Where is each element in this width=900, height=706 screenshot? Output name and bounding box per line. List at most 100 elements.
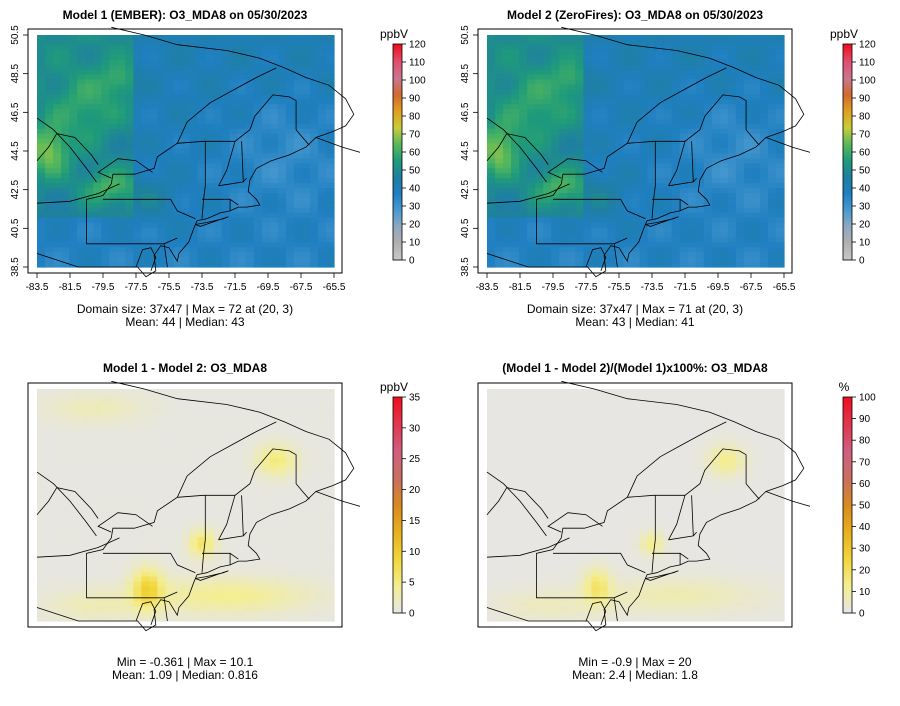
grid-cell <box>615 237 625 243</box>
grid-cell <box>309 232 319 238</box>
grid-cell <box>727 202 737 209</box>
grid-cell <box>607 64 617 71</box>
grid-cell <box>189 64 199 71</box>
state-border <box>315 137 360 153</box>
grid-cell <box>591 123 600 130</box>
grid-cell <box>53 247 62 253</box>
state-border <box>553 198 646 220</box>
grid-cell <box>237 487 247 494</box>
grid-cell <box>173 242 183 248</box>
grid-cell <box>317 497 327 504</box>
grid-cell <box>133 64 142 71</box>
grid-cell <box>205 237 215 243</box>
grid-cell <box>93 212 102 219</box>
grid-cell <box>607 118 617 125</box>
grid-cell <box>495 192 504 199</box>
grid-cell <box>301 463 311 469</box>
grid-cell <box>133 99 142 105</box>
grid-cell <box>647 104 657 110</box>
grid-cell <box>695 247 705 253</box>
grid-cell <box>93 39 102 46</box>
grid-cell <box>133 207 142 214</box>
grid-cell <box>551 207 560 214</box>
grid-cell <box>767 133 777 140</box>
grid-cell <box>253 59 263 66</box>
grid-cell <box>767 222 777 229</box>
grid-cell <box>53 492 62 499</box>
grid-cell <box>775 64 785 71</box>
grid-cell <box>543 54 552 61</box>
grid-cell <box>229 74 239 81</box>
grid-cell <box>317 438 327 444</box>
colorbar-segment <box>843 175 852 178</box>
grid-cell <box>261 197 271 204</box>
grid-cell <box>125 227 134 234</box>
grid-cell <box>599 148 609 155</box>
grid-cell <box>253 217 263 224</box>
grid-cell <box>149 413 159 420</box>
grid-cell <box>759 54 769 61</box>
grid-cell <box>133 418 142 425</box>
grid-cell <box>101 79 110 85</box>
grid-cell <box>647 89 657 95</box>
grid-cell <box>261 123 271 130</box>
grid-cell <box>125 104 134 110</box>
grid-cell <box>53 497 62 504</box>
grid-cell <box>213 222 223 229</box>
grid-cell <box>639 168 649 174</box>
grid-cell <box>285 59 295 66</box>
grid-cell <box>663 35 673 41</box>
grid-cell <box>261 477 271 484</box>
grid-cell <box>767 227 777 234</box>
grid-cell <box>631 94 641 100</box>
grid-cell <box>695 79 705 85</box>
grid-cell <box>735 123 745 130</box>
grid-cell <box>149 408 159 415</box>
grid-cell <box>655 123 665 130</box>
grid-cell <box>277 517 287 523</box>
x-tick-label: -83.5 <box>476 282 499 293</box>
colorbar-segment <box>843 220 852 223</box>
grid-cell <box>599 237 609 243</box>
grid-cell <box>317 148 327 155</box>
grid-cell <box>61 188 70 194</box>
grid-cell <box>53 163 62 169</box>
grid-cell <box>511 44 520 51</box>
grid-cell <box>301 242 311 248</box>
grid-cell <box>743 242 753 248</box>
grid-cell <box>309 502 319 509</box>
grid-cell <box>205 507 215 514</box>
grid-cell <box>695 84 705 90</box>
grid-cell <box>101 257 110 263</box>
grid-cell <box>775 84 785 90</box>
grid-cell <box>575 158 584 164</box>
grid-cell <box>301 44 311 51</box>
grid-cell <box>149 467 159 474</box>
grid-cell <box>503 148 512 155</box>
grid-cell <box>599 202 609 209</box>
grid-cell <box>743 202 753 209</box>
colorbar-segment <box>393 182 402 185</box>
grid-cell <box>221 39 231 46</box>
grid-cell <box>77 227 86 234</box>
grid-cell <box>245 128 255 135</box>
grid-cell <box>711 148 721 155</box>
grid-cell <box>567 257 576 263</box>
colorbar-segment <box>843 139 852 142</box>
colorbar-segment <box>393 202 402 205</box>
grid-cell <box>253 69 263 76</box>
grid-cell <box>639 183 649 189</box>
grid-cell <box>205 113 215 120</box>
grid-cell <box>487 79 496 85</box>
grid-cell <box>93 123 102 130</box>
grid-cell <box>743 262 753 268</box>
grid-cell <box>487 237 496 243</box>
grid-cell <box>45 94 54 100</box>
grid-cell <box>157 497 167 504</box>
x-tick-label: -71.5 <box>674 282 697 293</box>
grid-cell <box>511 178 520 184</box>
grid-cell <box>575 207 584 214</box>
grid-cell <box>189 522 199 528</box>
grid-cell <box>293 163 303 169</box>
grid-cell <box>567 192 576 199</box>
